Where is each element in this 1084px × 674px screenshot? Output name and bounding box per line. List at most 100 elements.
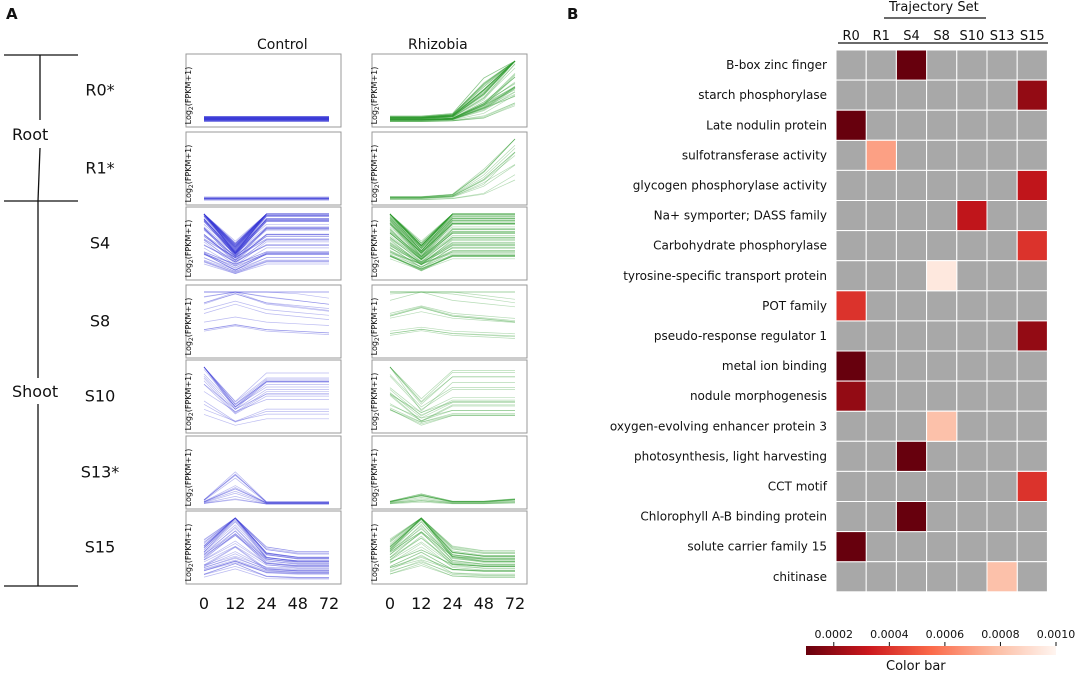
trajectory-line bbox=[389, 243, 515, 263]
trajectory-line bbox=[389, 229, 515, 261]
trajectory-line bbox=[389, 493, 516, 502]
trajectory-line bbox=[203, 380, 329, 414]
heatmap-cell-empty bbox=[835, 169, 867, 201]
trajectory-line bbox=[389, 233, 515, 260]
trajectory-line bbox=[389, 375, 515, 410]
trajectory-line bbox=[390, 82, 516, 120]
trajectory-line bbox=[389, 291, 516, 304]
heatmap-cell-empty bbox=[986, 260, 1018, 292]
heatmap-cell-empty bbox=[956, 230, 988, 262]
trajectory-line bbox=[389, 494, 516, 503]
trajectory-line bbox=[389, 214, 515, 252]
trajectory-line bbox=[390, 60, 516, 118]
trajectory-line bbox=[389, 500, 516, 504]
heatmap-cell-empty bbox=[865, 260, 897, 292]
trajectory-line bbox=[389, 216, 515, 255]
column-title-control: Control bbox=[257, 37, 308, 53]
trajectory-line bbox=[389, 493, 516, 502]
trajectory-line bbox=[389, 224, 515, 253]
trajectory-line bbox=[203, 291, 330, 305]
trajectory-line bbox=[203, 261, 329, 273]
trajectory-line bbox=[203, 229, 329, 258]
trajectory-line bbox=[203, 213, 329, 253]
trajectory-line bbox=[203, 251, 329, 265]
trajectory-line bbox=[389, 224, 515, 260]
trajectory-line bbox=[389, 236, 515, 263]
heatmap-cell-empty bbox=[986, 79, 1018, 111]
trajectory-line bbox=[389, 517, 515, 556]
heatmap-cell-empty bbox=[926, 230, 958, 262]
trajectory-line bbox=[390, 60, 516, 118]
trajectory-line bbox=[203, 561, 329, 574]
colorbar-tick-label: 0.0008 bbox=[981, 628, 1020, 641]
trajectory-line bbox=[203, 227, 329, 258]
trajectory-line bbox=[389, 221, 515, 254]
trajectory-line bbox=[203, 213, 329, 247]
trajectory-line bbox=[203, 259, 329, 272]
trajectory-line bbox=[203, 252, 329, 269]
trajectory-line bbox=[390, 291, 516, 300]
trajectory-line bbox=[203, 366, 329, 405]
trajectory-line bbox=[389, 232, 515, 261]
heatmap-cell-empty bbox=[865, 49, 897, 81]
trajectory-line bbox=[203, 557, 329, 571]
heatmap-cell-empty bbox=[835, 260, 867, 292]
trajectory-line bbox=[389, 213, 515, 249]
heatmap-cell-empty bbox=[986, 380, 1018, 412]
trajectory-line bbox=[203, 213, 329, 245]
trajectory-line bbox=[203, 473, 329, 503]
trajectory-line bbox=[389, 518, 515, 558]
heatmap-cell-empty bbox=[835, 561, 867, 593]
row-label: Carbohydrate phosphorylase bbox=[653, 239, 827, 253]
trajectory-line bbox=[389, 213, 515, 249]
trajectory-line bbox=[203, 293, 330, 309]
heatmap-cell-empty bbox=[835, 200, 867, 232]
trajectory-line bbox=[390, 60, 516, 118]
trajectory-line bbox=[390, 164, 516, 199]
trajectory-line bbox=[389, 214, 515, 252]
heatmap-cell-empty bbox=[835, 501, 867, 533]
y-axis-label: Log2(FPKM+1) bbox=[184, 524, 195, 582]
trajectory-line bbox=[390, 73, 516, 121]
trajectory-line bbox=[203, 377, 329, 413]
trajectory-line bbox=[390, 60, 516, 119]
trajectory-line bbox=[203, 520, 329, 560]
trajectory-line bbox=[203, 560, 329, 573]
trajectory-line bbox=[390, 102, 516, 122]
row-label: CCT motif bbox=[768, 479, 828, 493]
trajectory-line bbox=[203, 291, 330, 305]
trajectory-line bbox=[203, 241, 329, 267]
trajectory-line bbox=[390, 72, 516, 121]
trajectory-line bbox=[390, 138, 516, 198]
x-tick-label: 72 bbox=[505, 594, 525, 613]
trajectory-line bbox=[389, 213, 515, 248]
y-axis-label: Log2(FPKM+1) bbox=[370, 449, 381, 507]
trajectory-line bbox=[203, 562, 329, 574]
heatmap-cell-empty bbox=[1016, 561, 1048, 593]
panel-a-trajectories: R0* Log2(FPKM+1) Log2(FPKM+1) R1* Log2(FPKM+… bbox=[81, 53, 528, 613]
heatmap-cell-empty bbox=[1016, 109, 1048, 141]
trajectory-line bbox=[203, 530, 329, 567]
trajectory-line bbox=[389, 535, 515, 569]
trajectory-line bbox=[389, 551, 515, 572]
trajectory-line bbox=[389, 330, 516, 339]
trajectory-line bbox=[389, 217, 515, 251]
heatmap-cell-empty bbox=[956, 260, 988, 292]
heatmap-cell-empty bbox=[865, 320, 897, 352]
trajectory-line bbox=[389, 213, 515, 245]
trajectory-line bbox=[389, 222, 515, 254]
trajectory-line bbox=[390, 81, 516, 121]
heatmap-cell-empty bbox=[986, 230, 1018, 262]
trajectory-line bbox=[390, 179, 516, 200]
trajectory-line bbox=[389, 213, 515, 246]
heatmap-cell-empty bbox=[926, 290, 958, 322]
control-subplot bbox=[185, 435, 342, 510]
trajectory-line bbox=[203, 366, 329, 408]
trajectory-line bbox=[390, 76, 516, 120]
trajectory-line bbox=[203, 220, 329, 257]
row-label: Chlorophyll A-B binding protein bbox=[640, 510, 827, 524]
trajectory-line bbox=[203, 556, 329, 572]
trajectory-line bbox=[389, 531, 515, 560]
trajectory-line bbox=[203, 293, 330, 312]
heatmap-cell-empty bbox=[1016, 410, 1048, 442]
